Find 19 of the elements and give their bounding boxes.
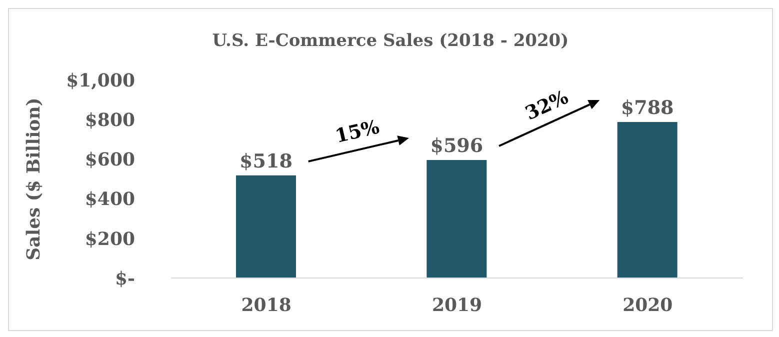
data-label: $518 (240, 150, 292, 172)
data-label: $596 (430, 134, 484, 157)
data-label: $788 (620, 96, 674, 119)
y-axis-title: Sales ($ Billion) (23, 98, 44, 260)
chart-title: U.S. E-Commerce Sales (2018 - 2020) (211, 31, 570, 51)
y-tick-label: $600 (84, 150, 135, 171)
y-tick-label: $800 (84, 110, 135, 131)
bar (236, 175, 296, 278)
x-tick-label: 2020 (622, 294, 673, 316)
y-tick-label: $200 (84, 228, 135, 250)
x-tick-label: 2018 (241, 294, 292, 316)
annotation: 32% (522, 86, 572, 125)
y-tick-label: $1,000 (66, 70, 135, 92)
y-tick-label: $- (115, 268, 135, 290)
y-tick-label: $400 (84, 189, 135, 210)
x-tick-label: 2019 (432, 294, 482, 316)
bar (617, 122, 678, 278)
annotation: 15% (333, 116, 382, 148)
bar (426, 160, 487, 278)
